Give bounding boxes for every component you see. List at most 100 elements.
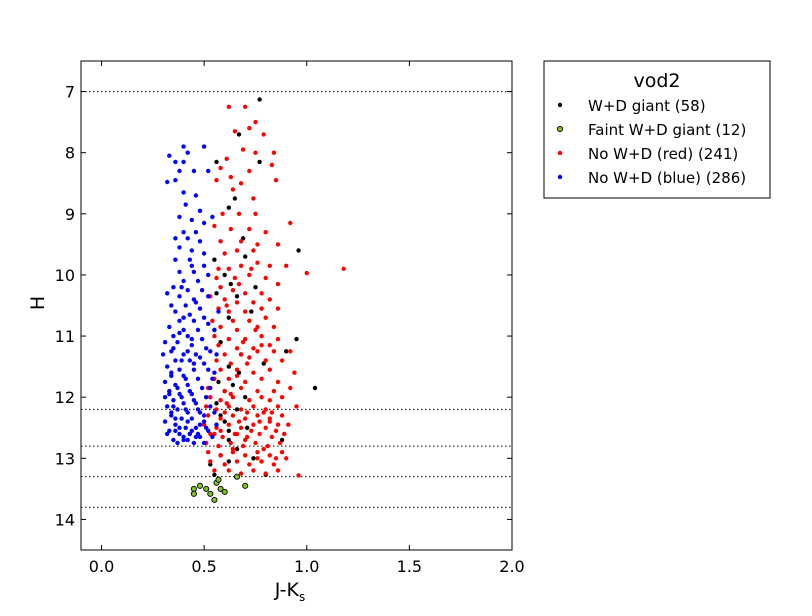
red-point-65 <box>218 324 223 330</box>
legend-label-faint: Faint W+D giant (12) <box>588 121 746 139</box>
blue-point-9 <box>191 168 197 174</box>
blue-point-143 <box>173 428 178 433</box>
giant-point-18 <box>284 349 289 354</box>
blue-point-147 <box>208 385 213 391</box>
legend: vod2 W+D giant (58) Faint W+D giant (12) N… <box>543 60 771 199</box>
red-point-158 <box>259 459 264 464</box>
red-point-175 <box>259 343 264 348</box>
red-point-23 <box>212 223 217 229</box>
red-point-33 <box>251 248 256 253</box>
blue-point-30 <box>177 269 182 275</box>
blue-point-29 <box>201 263 207 268</box>
faint-point-9 <box>211 496 218 503</box>
blue-point-114 <box>191 398 197 403</box>
red-point-193 <box>261 446 266 452</box>
red-point-35 <box>341 266 346 271</box>
red-point-125 <box>279 413 285 418</box>
red-point-121 <box>230 413 236 418</box>
blue-point-153 <box>214 422 219 427</box>
blue-point-21 <box>173 236 178 241</box>
blue-point-63 <box>193 352 199 357</box>
y-tick-label-7: 14 <box>55 510 75 529</box>
faint-point-2 <box>203 485 210 492</box>
faint-point-0 <box>190 485 197 492</box>
red-point-128 <box>226 422 231 427</box>
giant-point-10 <box>222 272 227 278</box>
blue-point-60 <box>204 346 209 351</box>
giant-point-44 <box>218 413 223 418</box>
giant-point-34 <box>226 459 231 464</box>
legend-marker-red <box>557 150 563 156</box>
red-point-149 <box>230 450 236 455</box>
blue-point-122 <box>181 434 186 440</box>
red-point-176 <box>218 428 223 433</box>
red-point-150 <box>243 453 248 458</box>
faint-point-10 <box>217 485 224 492</box>
blue-point-136 <box>193 300 199 305</box>
red-point-134 <box>220 434 225 440</box>
red-point-147 <box>206 450 211 455</box>
blue-point-66 <box>173 358 178 363</box>
blue-point-104 <box>177 431 182 437</box>
blue-point-100 <box>183 425 188 430</box>
red-point-111 <box>204 404 209 409</box>
blue-point-89 <box>208 404 213 409</box>
y-tick-label-2: 9 <box>65 205 75 224</box>
red-point-85 <box>245 361 250 366</box>
red-point-186 <box>249 266 254 271</box>
faint-point-7 <box>233 473 241 480</box>
faint-point-3 <box>207 490 214 497</box>
giant-point-27 <box>234 407 240 412</box>
red-point-117 <box>275 404 281 409</box>
red-point-138 <box>269 434 275 440</box>
blue-point-80 <box>199 385 205 391</box>
red-point-195 <box>286 422 291 427</box>
giant-point-23 <box>230 382 236 388</box>
blue-point-25 <box>189 248 194 253</box>
giant-point-0 <box>257 97 262 102</box>
blue-point-59 <box>189 343 194 348</box>
red-point-42 <box>214 275 219 281</box>
blue-point-96 <box>189 416 194 421</box>
blue-point-118 <box>173 416 178 421</box>
red-point-106 <box>230 395 236 400</box>
red-point-104 <box>208 395 213 400</box>
faint-point-8 <box>242 482 249 489</box>
red-point-161 <box>212 468 217 473</box>
blue-point-130 <box>171 346 176 351</box>
red-point-79 <box>238 352 244 357</box>
red-point-16 <box>273 178 279 183</box>
giant-point-16 <box>294 336 299 342</box>
blue-point-129 <box>191 361 197 366</box>
blue-point-71 <box>191 367 197 372</box>
red-point-68 <box>271 324 277 330</box>
x-tick-label-1: 0.5 <box>191 557 216 576</box>
blue-point-77 <box>162 379 168 385</box>
giant-point-9 <box>243 254 248 259</box>
red-point-183 <box>253 327 258 333</box>
red-point-39 <box>255 260 260 265</box>
red-point-75 <box>234 346 240 351</box>
red-point-1 <box>243 104 248 110</box>
giant-point-29 <box>245 425 250 430</box>
blue-point-37 <box>199 288 205 293</box>
red-point-31 <box>222 251 227 256</box>
red-point-102 <box>271 388 277 394</box>
giant-point-41 <box>249 309 254 314</box>
red-point-0 <box>226 104 231 110</box>
blue-point-5 <box>181 159 186 165</box>
red-point-36 <box>216 266 221 271</box>
red-point-91 <box>267 367 272 372</box>
giant-point-24 <box>312 385 318 391</box>
red-point-126 <box>201 422 207 427</box>
blue-point-99 <box>173 422 178 427</box>
red-point-148 <box>218 453 223 458</box>
red-point-173 <box>234 373 240 378</box>
red-point-28 <box>238 239 244 244</box>
blue-point-39 <box>177 294 182 299</box>
blue-point-56 <box>199 336 205 342</box>
red-point-52 <box>222 297 227 302</box>
red-point-103 <box>288 385 293 391</box>
blue-point-87 <box>181 401 186 406</box>
red-point-55 <box>267 297 272 302</box>
